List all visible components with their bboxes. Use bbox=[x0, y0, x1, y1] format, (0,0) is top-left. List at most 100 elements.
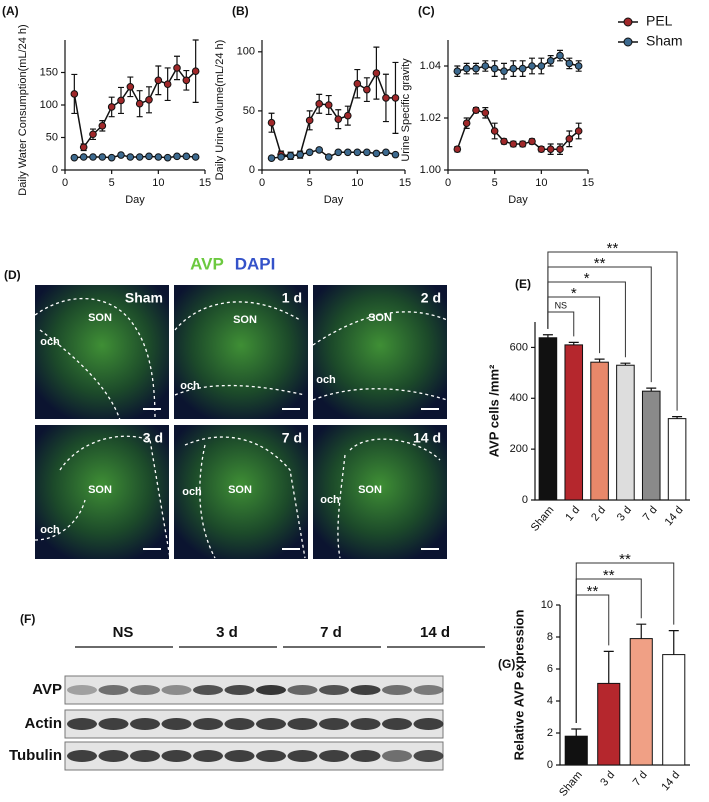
y-tick-label: 1.04 bbox=[420, 60, 441, 72]
panel-label: (B) bbox=[232, 4, 249, 18]
legend-marker bbox=[623, 37, 633, 47]
point bbox=[462, 119, 471, 127]
boundary bbox=[34, 297, 156, 421]
boundary bbox=[174, 384, 306, 396]
point bbox=[556, 51, 564, 60]
x-tick-label: 3 d bbox=[615, 504, 634, 523]
band bbox=[350, 750, 381, 762]
panel-condition: 14 d bbox=[413, 430, 441, 446]
x-tick-label: 10 bbox=[152, 177, 164, 189]
boundary bbox=[199, 444, 216, 559]
y-tick-label: 150 bbox=[40, 66, 58, 78]
point bbox=[191, 67, 200, 75]
band bbox=[350, 685, 381, 695]
x-tick-label: Sham bbox=[557, 769, 585, 799]
point bbox=[518, 64, 527, 73]
point bbox=[89, 130, 97, 139]
band bbox=[130, 718, 160, 730]
boundary bbox=[174, 301, 301, 331]
panel-condition: 7 d bbox=[282, 430, 302, 446]
row-label: Tubulin bbox=[9, 747, 62, 764]
point bbox=[490, 64, 499, 73]
band bbox=[67, 750, 97, 762]
region-label: SON bbox=[228, 484, 252, 496]
y-tick-label: 0 bbox=[522, 494, 528, 506]
y-axis-label: Daily Urine Volume(mL/24 h) bbox=[214, 40, 226, 181]
band bbox=[350, 718, 381, 730]
y-tick-label: 100 bbox=[237, 46, 255, 58]
x-tick-label: 15 bbox=[199, 177, 211, 189]
point bbox=[277, 153, 285, 161]
point bbox=[509, 140, 518, 148]
significance-bracket bbox=[547, 251, 678, 411]
point bbox=[163, 80, 172, 88]
significance-label: ** bbox=[594, 255, 606, 272]
region-label: SON bbox=[358, 484, 382, 496]
y-tick-label: 50 bbox=[46, 131, 58, 143]
error-bar bbox=[636, 623, 647, 639]
x-tick-label: 5 bbox=[109, 177, 115, 189]
point bbox=[70, 90, 79, 98]
point bbox=[324, 101, 333, 109]
point bbox=[98, 122, 107, 130]
y-tick-label: 600 bbox=[510, 341, 528, 353]
point bbox=[267, 154, 276, 162]
boundary bbox=[337, 454, 346, 559]
error-bar bbox=[594, 358, 605, 363]
band bbox=[413, 750, 444, 762]
x-tick-label: 14 d bbox=[663, 504, 686, 528]
group-label: 7 d bbox=[320, 624, 342, 641]
x-tick-label: 10 bbox=[351, 177, 363, 189]
y-tick-label: 8 bbox=[547, 631, 553, 643]
point bbox=[154, 76, 163, 85]
x-tick-label: 0 bbox=[259, 177, 265, 189]
bar bbox=[616, 364, 635, 501]
point bbox=[286, 152, 295, 160]
bar bbox=[641, 390, 661, 501]
x-tick-label: 7 d bbox=[631, 769, 650, 788]
point bbox=[70, 153, 79, 162]
region-label: och bbox=[40, 336, 60, 348]
y-axis-label: Relative AVP expression bbox=[511, 610, 526, 761]
x-tick-label: 5 bbox=[307, 177, 313, 189]
y-tick-label: 6 bbox=[547, 663, 553, 675]
region-label: SON bbox=[88, 484, 112, 496]
point bbox=[518, 140, 527, 148]
bar bbox=[564, 735, 588, 766]
region-label: SON bbox=[88, 312, 112, 324]
group-label: 14 d bbox=[420, 624, 450, 641]
point bbox=[556, 145, 564, 153]
x-tick-label: 15 bbox=[582, 177, 594, 189]
micrograph-panel bbox=[174, 425, 308, 559]
y-tick-label: 1.02 bbox=[420, 112, 441, 124]
significance-label: ** bbox=[607, 240, 619, 257]
y-tick-label: 1.00 bbox=[420, 164, 441, 176]
x-tick-label: 14 d bbox=[659, 769, 682, 793]
boundary bbox=[59, 435, 171, 559]
point bbox=[135, 99, 144, 108]
point bbox=[500, 67, 508, 75]
point bbox=[481, 109, 490, 117]
point bbox=[363, 85, 371, 94]
bar bbox=[564, 344, 584, 501]
band bbox=[256, 750, 286, 762]
point bbox=[145, 152, 153, 161]
point bbox=[574, 127, 583, 135]
point bbox=[107, 153, 116, 162]
y-axis-label: AVP cells /mm² bbox=[486, 364, 501, 457]
point bbox=[117, 96, 125, 105]
bar bbox=[662, 654, 686, 766]
point bbox=[574, 62, 583, 70]
panel-label: (C) bbox=[418, 4, 435, 18]
band bbox=[130, 750, 160, 762]
band bbox=[98, 685, 129, 695]
region-label: och bbox=[320, 494, 340, 506]
band bbox=[161, 750, 192, 762]
bar bbox=[629, 638, 653, 766]
point bbox=[89, 153, 97, 161]
point bbox=[344, 111, 352, 120]
band bbox=[256, 685, 286, 695]
x-tick-label: 5 bbox=[492, 177, 498, 189]
series-line bbox=[456, 109, 580, 150]
band bbox=[382, 685, 412, 695]
